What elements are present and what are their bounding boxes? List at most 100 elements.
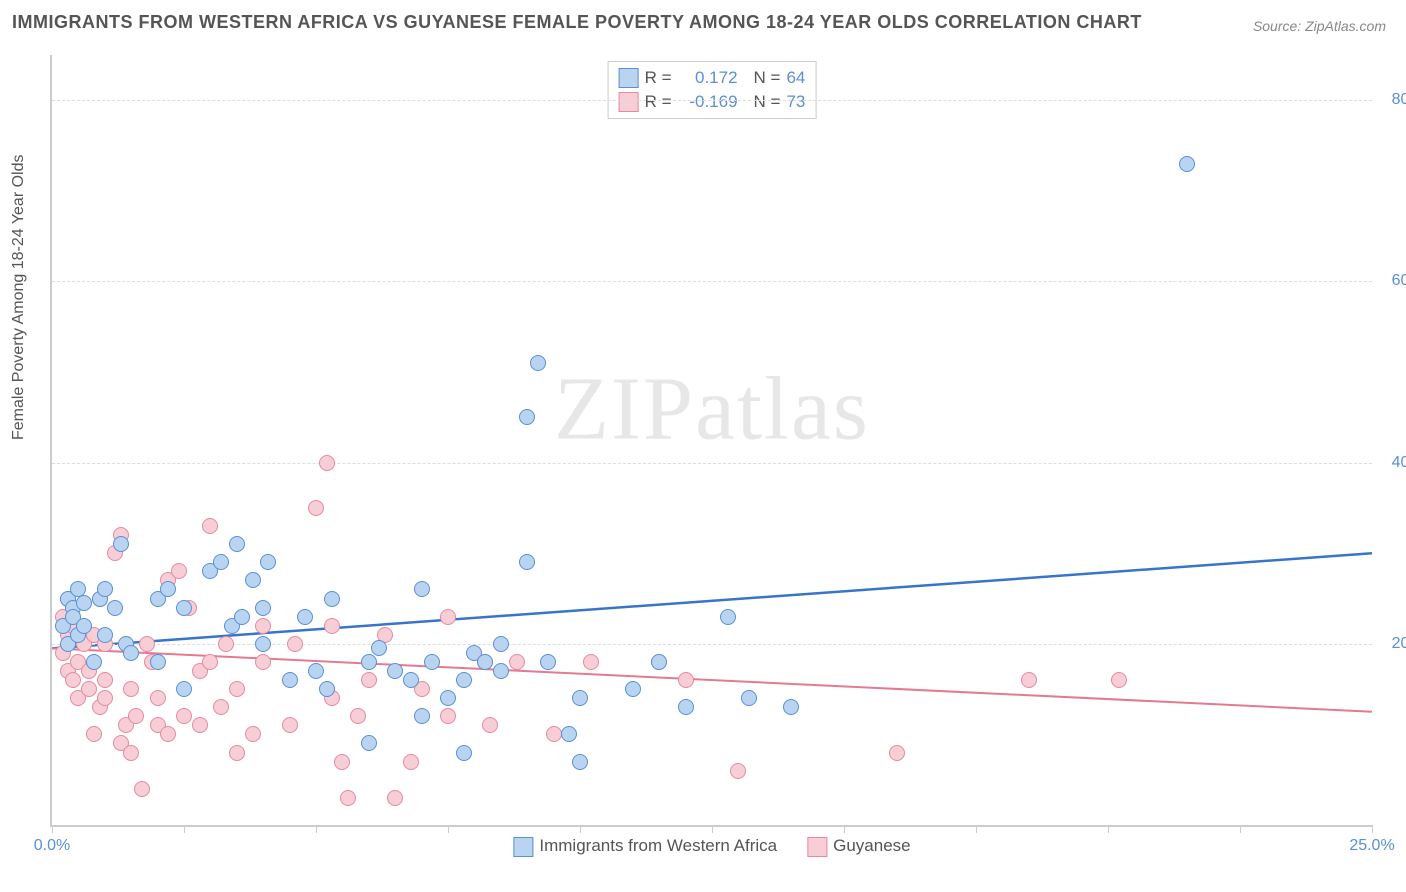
data-point xyxy=(229,745,245,761)
data-point xyxy=(202,518,218,534)
data-point xyxy=(192,717,208,733)
plot-area: ZIPatlas R = 0.172 N = 64 R = -0.169 N =… xyxy=(50,55,1372,827)
data-point xyxy=(540,654,556,670)
data-point xyxy=(572,754,588,770)
data-point xyxy=(1021,672,1037,688)
data-point xyxy=(625,681,641,697)
y-tick-label: 20.0% xyxy=(1377,635,1406,653)
data-point xyxy=(76,595,92,611)
data-point xyxy=(319,681,335,697)
legend-stat-n-label: N = xyxy=(754,66,781,90)
x-tick xyxy=(712,825,713,833)
data-point xyxy=(482,717,498,733)
legend-stat-n-value: 64 xyxy=(786,66,805,90)
data-point xyxy=(651,654,667,670)
data-point xyxy=(202,654,218,670)
legend-series: Immigrants from Western Africa Guyanese xyxy=(513,836,910,857)
data-point xyxy=(176,708,192,724)
data-point xyxy=(86,654,102,670)
data-point xyxy=(245,572,261,588)
data-point xyxy=(519,409,535,425)
chart-source: Source: ZipAtlas.com xyxy=(1253,18,1386,34)
legend-stat-n-label: N = xyxy=(754,90,781,114)
data-point xyxy=(139,636,155,652)
data-point xyxy=(572,690,588,706)
data-point xyxy=(493,663,509,679)
data-point xyxy=(361,672,377,688)
data-point xyxy=(583,654,599,670)
data-point xyxy=(340,790,356,806)
data-point xyxy=(308,500,324,516)
data-point xyxy=(255,600,271,616)
data-point xyxy=(234,609,250,625)
gridline xyxy=(52,100,1372,101)
data-point xyxy=(218,636,234,652)
data-point xyxy=(530,355,546,371)
legend-stats-row: R = -0.169 N = 73 xyxy=(619,90,806,114)
data-point xyxy=(176,600,192,616)
data-point xyxy=(113,536,129,552)
data-point xyxy=(440,708,456,724)
data-point xyxy=(76,618,92,634)
data-point xyxy=(334,754,350,770)
legend-swatch-blue xyxy=(619,68,639,88)
x-tick xyxy=(448,825,449,833)
data-point xyxy=(477,654,493,670)
data-point xyxy=(213,554,229,570)
data-point xyxy=(414,708,430,724)
data-point xyxy=(350,708,366,724)
data-point xyxy=(678,672,694,688)
y-tick-label: 60.0% xyxy=(1377,272,1406,290)
data-point xyxy=(171,563,187,579)
data-point xyxy=(403,754,419,770)
data-point xyxy=(160,581,176,597)
data-point xyxy=(260,554,276,570)
data-point xyxy=(123,645,139,661)
data-point xyxy=(229,536,245,552)
data-point xyxy=(255,654,271,670)
legend-stat-r-value: -0.169 xyxy=(678,90,738,114)
data-point xyxy=(150,654,166,670)
trend-line xyxy=(52,553,1372,648)
x-tick xyxy=(1240,825,1241,833)
gridline xyxy=(52,463,1372,464)
data-point xyxy=(324,618,340,634)
data-point xyxy=(65,672,81,688)
data-point xyxy=(97,627,113,643)
data-point xyxy=(493,636,509,652)
legend-stat-r-label: R = xyxy=(645,90,672,114)
legend-swatch-blue xyxy=(513,837,533,857)
data-point xyxy=(440,609,456,625)
trend-lines xyxy=(52,55,1372,825)
legend-label: Guyanese xyxy=(833,836,911,855)
watermark: ZIPatlas xyxy=(554,358,870,461)
data-point xyxy=(308,663,324,679)
data-point xyxy=(361,654,377,670)
data-point xyxy=(783,699,799,715)
data-point xyxy=(414,581,430,597)
x-tick-label: 25.0% xyxy=(1349,837,1394,855)
data-point xyxy=(730,763,746,779)
data-point xyxy=(297,609,313,625)
data-point xyxy=(371,640,387,656)
legend-label: Immigrants from Western Africa xyxy=(539,836,777,855)
data-point xyxy=(176,681,192,697)
data-point xyxy=(403,672,419,688)
data-point xyxy=(319,455,335,471)
data-point xyxy=(81,681,97,697)
data-point xyxy=(361,735,377,751)
data-point xyxy=(160,726,176,742)
data-point xyxy=(287,636,303,652)
data-point xyxy=(282,672,298,688)
data-point xyxy=(440,690,456,706)
trend-line xyxy=(52,648,1372,711)
legend-stats-row: R = 0.172 N = 64 xyxy=(619,66,806,90)
legend-stat-n-value: 73 xyxy=(786,90,805,114)
data-point xyxy=(387,663,403,679)
x-tick xyxy=(316,825,317,833)
data-point xyxy=(255,618,271,634)
x-tick xyxy=(1372,825,1373,833)
y-tick-label: 40.0% xyxy=(1377,454,1406,472)
chart-title: IMMIGRANTS FROM WESTERN AFRICA VS GUYANE… xyxy=(12,12,1142,33)
data-point xyxy=(97,690,113,706)
